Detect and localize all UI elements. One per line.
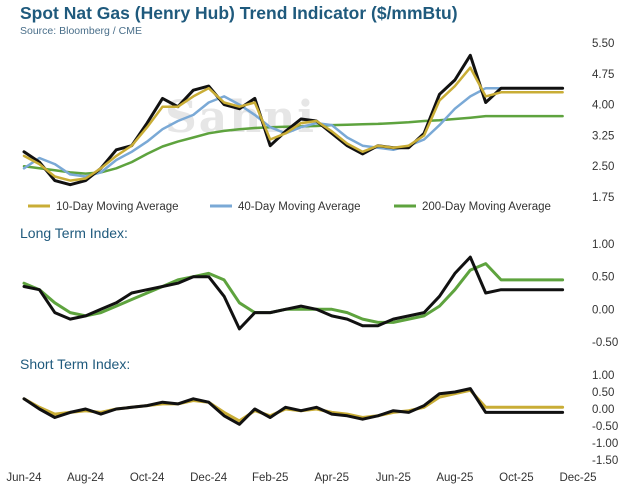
short-term-index-label: Short Term Index: bbox=[20, 356, 131, 372]
y-tick-label-2-0: 1.00 bbox=[592, 370, 614, 382]
y-tick-label-0-0: 5.50 bbox=[592, 38, 614, 50]
x-tick-label-6: Jun-25 bbox=[376, 472, 411, 484]
legend-label-0: 10-Day Moving Average bbox=[56, 201, 179, 213]
x-tick-label-5: Apr-25 bbox=[315, 472, 350, 484]
legend-label-2: 200-Day Moving Average bbox=[422, 201, 551, 213]
series-line-0-2 bbox=[22, 86, 564, 178]
long-term-index-label: Long Term Index: bbox=[20, 225, 128, 241]
x-tick-label-2: Oct-24 bbox=[130, 472, 165, 484]
x-tick-label-1: Aug-24 bbox=[67, 472, 105, 484]
x-tick-label-8: Oct-25 bbox=[499, 472, 534, 484]
y-tick-label-2-2: 0.00 bbox=[592, 404, 614, 416]
y-tick-label-0-4: 2.50 bbox=[592, 161, 614, 173]
series-line-2-0 bbox=[22, 387, 565, 426]
x-tick-label-9: Dec-25 bbox=[559, 472, 596, 484]
y-tick-label-2-5: -1.50 bbox=[592, 455, 618, 467]
y-tick-label-0-1: 4.75 bbox=[592, 69, 614, 81]
legend-label-1: 40-Day Moving Average bbox=[238, 201, 361, 213]
x-tick-label-0: Jun-24 bbox=[6, 472, 42, 484]
y-tick-label-2-3: -0.50 bbox=[592, 421, 618, 433]
series-line-0-1 bbox=[22, 66, 564, 182]
y-tick-label-0-3: 3.25 bbox=[592, 130, 614, 142]
y-tick-label-1-1: 0.50 bbox=[592, 272, 614, 284]
y-tick-label-1-3: -0.50 bbox=[592, 337, 618, 349]
x-tick-label-4: Feb-25 bbox=[252, 472, 288, 484]
y-tick-label-0-2: 4.00 bbox=[592, 100, 614, 112]
source-note: Source: Bloomberg / CME bbox=[20, 25, 142, 37]
x-tick-label-3: Dec-24 bbox=[190, 472, 228, 484]
page-title: Spot Nat Gas (Henry Hub) Trend Indicator… bbox=[20, 3, 458, 23]
series-line-1-0 bbox=[22, 255, 565, 331]
series-line-1-1 bbox=[22, 262, 565, 324]
series-line-0-0 bbox=[22, 53, 565, 187]
y-tick-label-1-2: 0.00 bbox=[592, 304, 614, 316]
y-tick-label-1-0: 1.00 bbox=[592, 239, 614, 251]
y-tick-label-2-1: 0.50 bbox=[592, 387, 614, 399]
y-tick-label-0-5: 1.75 bbox=[592, 192, 614, 204]
x-tick-label-7: Aug-25 bbox=[436, 472, 473, 484]
y-tick-label-2-4: -1.00 bbox=[592, 438, 618, 450]
